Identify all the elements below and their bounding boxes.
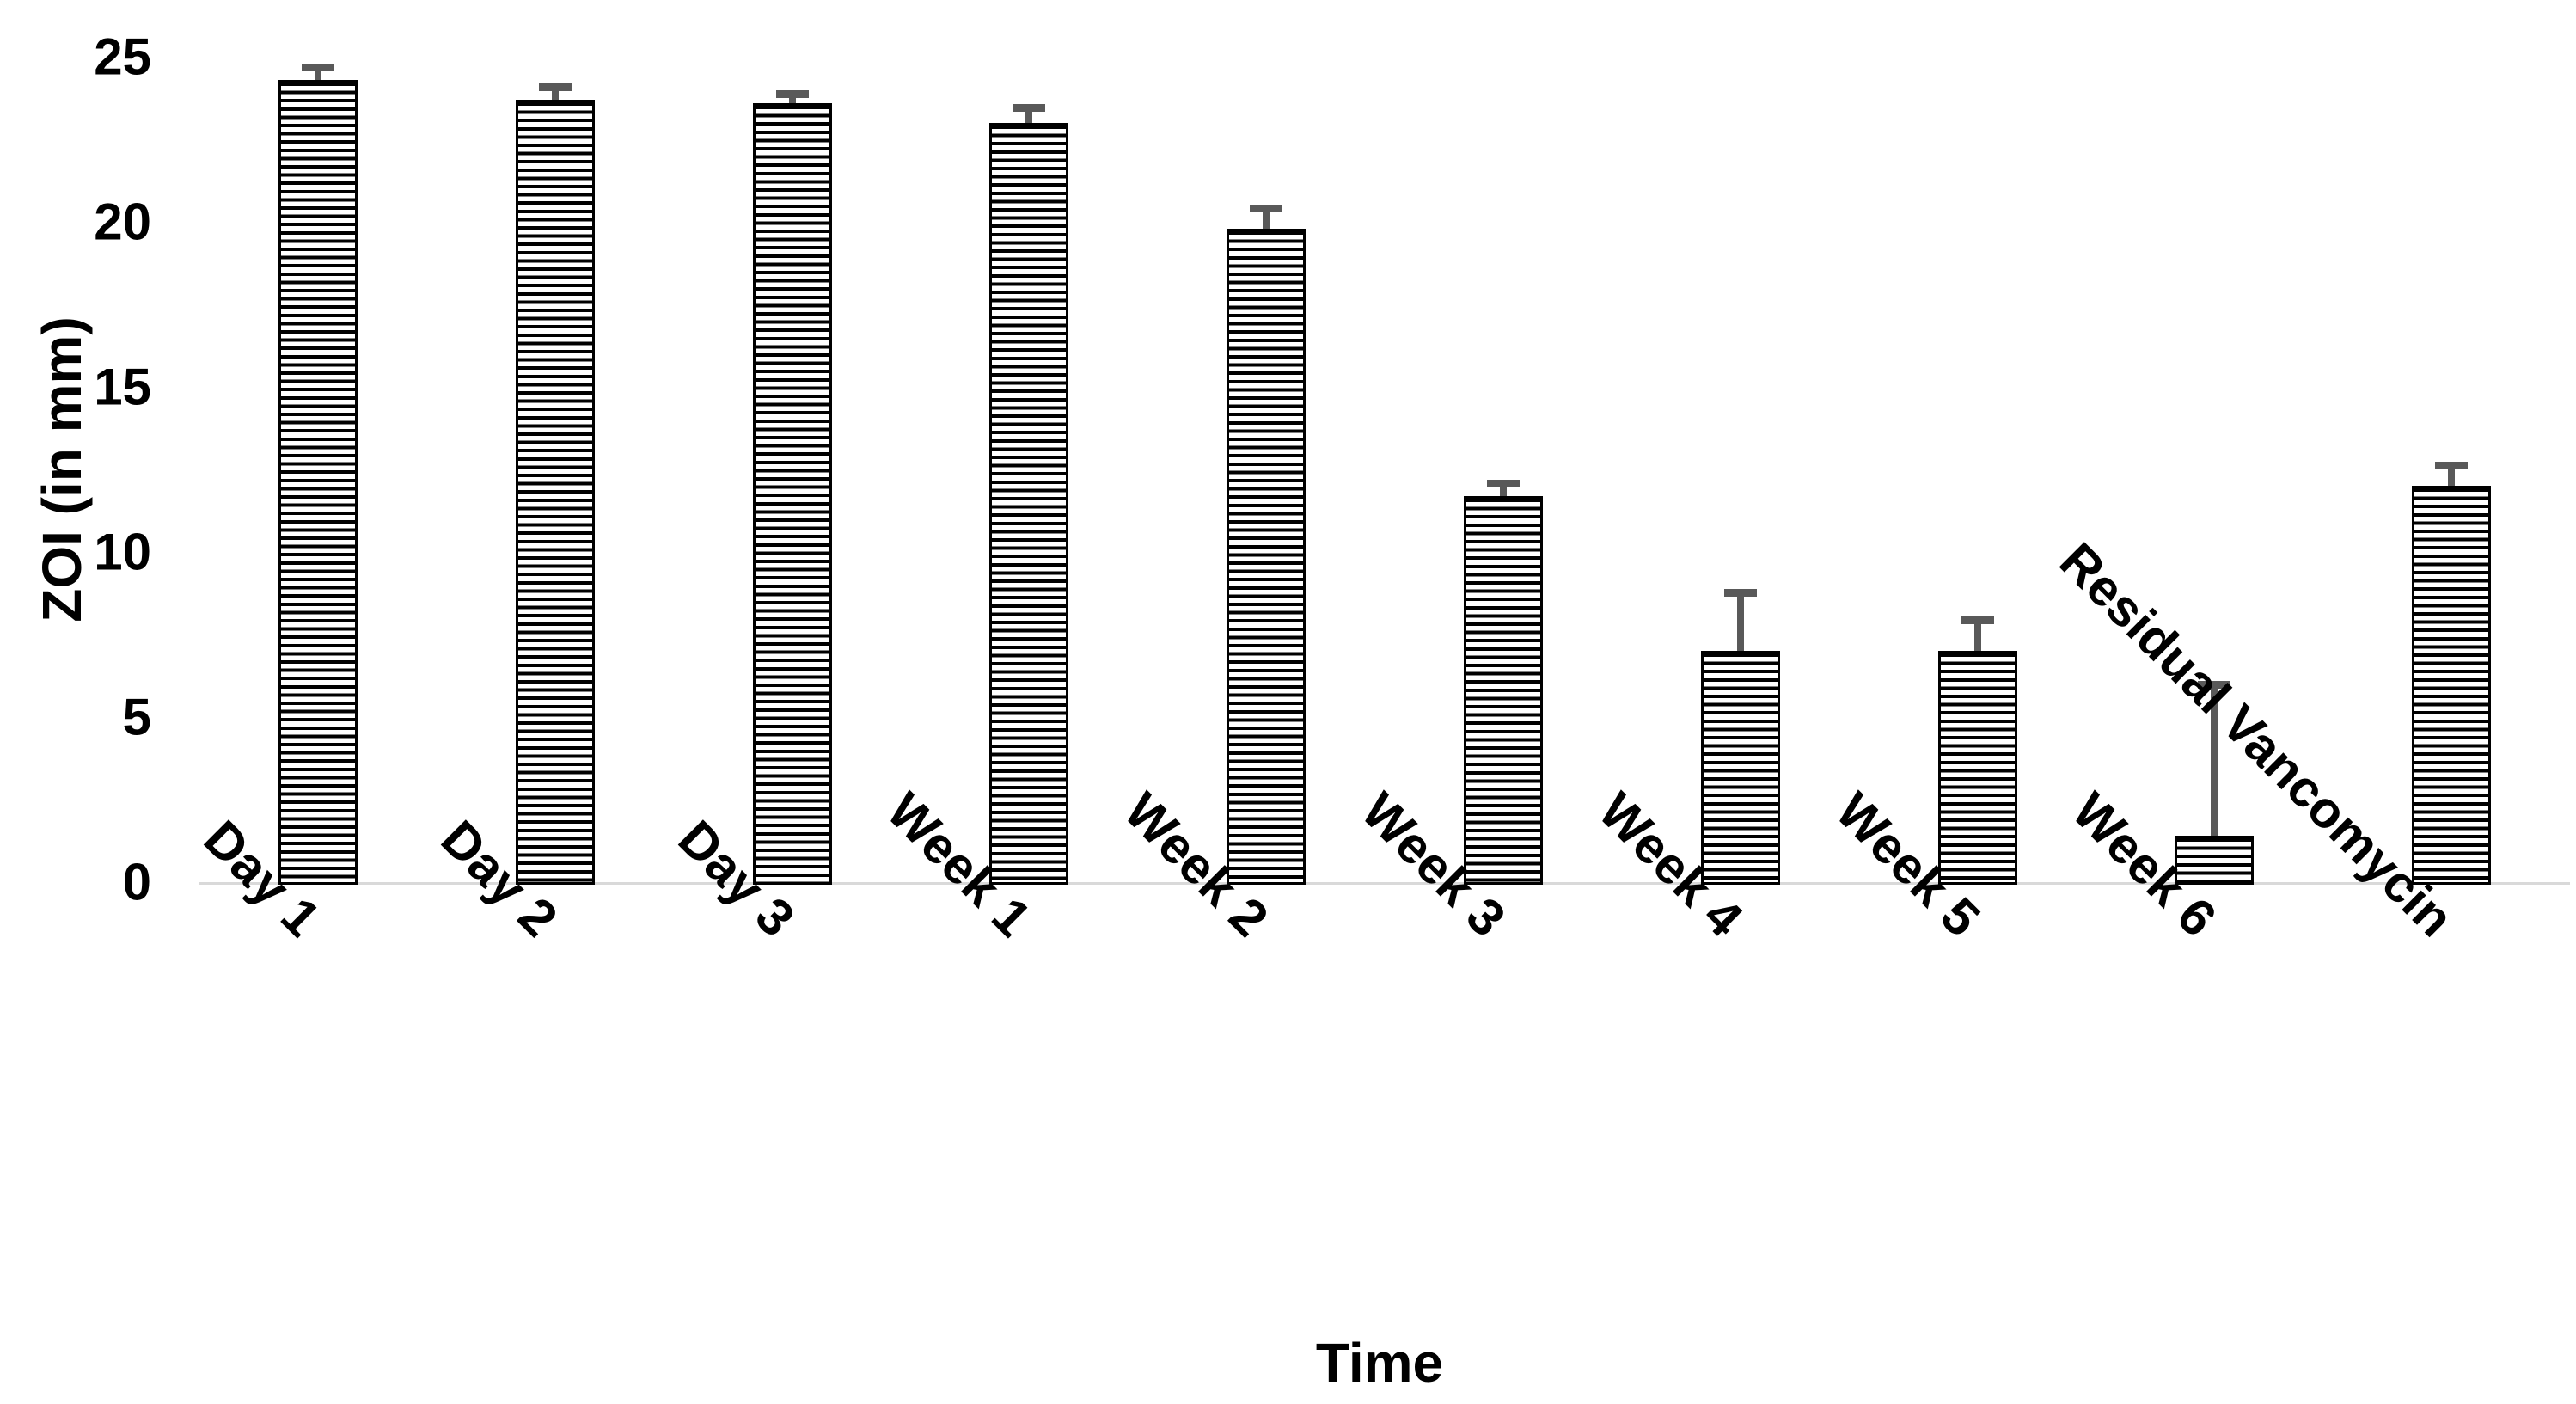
error-bar-cap-week-5 (1961, 616, 1994, 624)
y-tick-label-25: 25 (94, 28, 151, 86)
error-bar-stem-day-2 (552, 89, 559, 100)
error-bar-cap-week-4 (1724, 589, 1757, 597)
error-bar-stem-week-1 (1025, 110, 1032, 123)
error-bar-stem-residual-vancomycin (2448, 468, 2455, 486)
error-bar-cap-week-3 (1487, 480, 1520, 487)
error-bar-cap-day-1 (302, 64, 334, 71)
bar-week-1 (989, 123, 1068, 885)
error-bar-cap-week-6 (2198, 681, 2230, 689)
y-axis-title: ZOI (in mm) (31, 316, 93, 622)
bar-week-3 (1464, 496, 1543, 885)
x-tick-label-residual-vancomycin: Residual Vancomycin (2048, 531, 2465, 948)
error-bar-stem-day-3 (789, 96, 796, 103)
y-tick-label-15: 15 (94, 358, 151, 416)
error-bar-cap-week-1 (1013, 104, 1045, 112)
x-axis-title: Time (1315, 1332, 1444, 1394)
bar-week-6 (2175, 836, 2254, 885)
error-bar-stem-week-3 (1500, 486, 1507, 496)
error-bar-cap-day-3 (776, 90, 809, 98)
error-bar-cap-week-2 (1250, 205, 1282, 212)
bar-residual-vancomycin (2412, 486, 2491, 885)
error-bar-stem-week-6 (2211, 687, 2218, 836)
error-bar-cap-day-2 (539, 83, 572, 91)
bar-day-3 (753, 103, 832, 885)
y-tick-label-10: 10 (94, 523, 151, 581)
error-bar-stem-week-2 (1263, 211, 1270, 229)
bar-day-2 (516, 100, 595, 885)
error-bar-stem-week-4 (1737, 595, 1744, 651)
bar-week-4 (1701, 651, 1780, 885)
x-axis-line (199, 882, 2570, 885)
y-tick-label-5: 5 (122, 688, 151, 746)
y-tick-label-0: 0 (122, 853, 151, 911)
error-bar-stem-week-5 (1974, 622, 1981, 651)
error-bar-stem-day-1 (315, 70, 321, 80)
bar-week-5 (1938, 651, 2017, 885)
bar-day-1 (278, 80, 358, 885)
error-bar-cap-residual-vancomycin (2435, 462, 2468, 469)
y-tick-label-20: 20 (94, 193, 151, 251)
bar-week-2 (1227, 229, 1306, 885)
